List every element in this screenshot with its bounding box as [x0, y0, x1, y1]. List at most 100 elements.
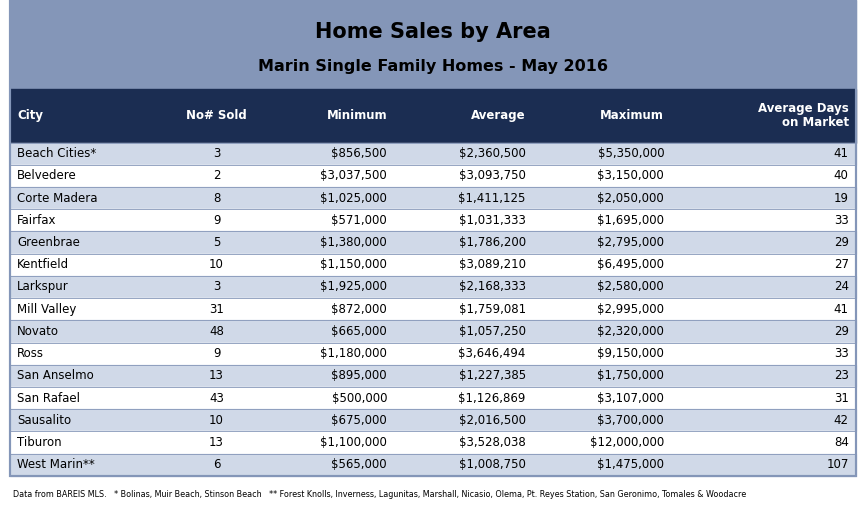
- Text: $2,050,000: $2,050,000: [598, 191, 664, 205]
- Text: $1,750,000: $1,750,000: [598, 370, 664, 382]
- Bar: [10, 432, 856, 454]
- Text: $500,000: $500,000: [332, 391, 387, 405]
- Text: $895,000: $895,000: [332, 370, 387, 382]
- Text: 13: 13: [209, 370, 224, 382]
- Bar: [10, 253, 856, 276]
- Text: $6,495,000: $6,495,000: [598, 258, 664, 271]
- Text: Average Days
on Market: Average Days on Market: [758, 102, 849, 129]
- Bar: [10, 454, 856, 476]
- Text: 41: 41: [834, 303, 849, 316]
- Bar: [10, 409, 856, 432]
- Text: Belvedere: Belvedere: [17, 169, 77, 182]
- Text: $1,180,000: $1,180,000: [320, 347, 387, 360]
- Text: Minimum: Minimum: [326, 109, 387, 122]
- Text: 3: 3: [213, 280, 220, 294]
- Text: City: City: [17, 109, 43, 122]
- Text: $1,227,385: $1,227,385: [458, 370, 526, 382]
- Text: 2: 2: [213, 169, 220, 182]
- Text: $3,107,000: $3,107,000: [598, 391, 664, 405]
- Text: $1,031,333: $1,031,333: [459, 214, 526, 227]
- Text: 9: 9: [213, 214, 220, 227]
- Text: Greenbrae: Greenbrae: [17, 236, 81, 249]
- Text: 10: 10: [209, 414, 224, 427]
- Text: $3,646,494: $3,646,494: [458, 347, 526, 360]
- Text: $1,025,000: $1,025,000: [320, 191, 387, 205]
- Text: $2,580,000: $2,580,000: [598, 280, 664, 294]
- Bar: [10, 165, 856, 187]
- Text: Beach Cities*: Beach Cities*: [17, 147, 97, 160]
- Text: $1,695,000: $1,695,000: [598, 214, 664, 227]
- Text: $2,995,000: $2,995,000: [598, 303, 664, 316]
- Text: $872,000: $872,000: [332, 303, 387, 316]
- Text: $856,500: $856,500: [332, 147, 387, 160]
- Text: $3,700,000: $3,700,000: [598, 414, 664, 427]
- Text: $1,411,125: $1,411,125: [458, 191, 526, 205]
- Bar: [10, 343, 856, 365]
- Bar: [10, 365, 856, 387]
- Text: 29: 29: [834, 325, 849, 338]
- Text: $1,925,000: $1,925,000: [320, 280, 387, 294]
- Text: $571,000: $571,000: [332, 214, 387, 227]
- Text: $2,795,000: $2,795,000: [598, 236, 664, 249]
- Text: 24: 24: [834, 280, 849, 294]
- Text: $1,475,000: $1,475,000: [598, 458, 664, 471]
- Text: Corte Madera: Corte Madera: [17, 191, 98, 205]
- Text: 31: 31: [209, 303, 224, 316]
- Text: $1,057,250: $1,057,250: [459, 325, 526, 338]
- Text: 27: 27: [834, 258, 849, 271]
- Text: 13: 13: [209, 436, 224, 449]
- Text: $2,320,000: $2,320,000: [598, 325, 664, 338]
- Text: $3,150,000: $3,150,000: [598, 169, 664, 182]
- Text: Larkspur: Larkspur: [17, 280, 69, 294]
- Text: 42: 42: [834, 414, 849, 427]
- Text: $1,380,000: $1,380,000: [320, 236, 387, 249]
- Text: Home Sales by Area: Home Sales by Area: [315, 22, 551, 42]
- Bar: [10, 298, 856, 320]
- Text: $2,360,500: $2,360,500: [459, 147, 526, 160]
- Bar: [10, 0, 856, 89]
- Text: Data from BAREIS MLS.   * Bolinas, Muir Beach, Stinson Beach   ** Forest Knolls,: Data from BAREIS MLS. * Bolinas, Muir Be…: [13, 490, 746, 499]
- Text: $665,000: $665,000: [332, 325, 387, 338]
- Text: $1,759,081: $1,759,081: [458, 303, 526, 316]
- Text: 19: 19: [834, 191, 849, 205]
- Text: $5,350,000: $5,350,000: [598, 147, 664, 160]
- Text: Tiburon: Tiburon: [17, 436, 62, 449]
- Bar: [10, 387, 856, 409]
- Text: 6: 6: [213, 458, 220, 471]
- Text: San Anselmo: San Anselmo: [17, 370, 94, 382]
- Text: 5: 5: [213, 236, 220, 249]
- Text: $565,000: $565,000: [332, 458, 387, 471]
- Text: San Rafael: San Rafael: [17, 391, 81, 405]
- Bar: [10, 232, 856, 253]
- Text: 33: 33: [834, 214, 849, 227]
- Text: 33: 33: [834, 347, 849, 360]
- Bar: [10, 89, 856, 143]
- Text: Fairfax: Fairfax: [17, 214, 57, 227]
- Bar: [10, 143, 856, 165]
- Text: 3: 3: [213, 147, 220, 160]
- Text: 10: 10: [209, 258, 224, 271]
- Text: 8: 8: [213, 191, 220, 205]
- Text: $9,150,000: $9,150,000: [598, 347, 664, 360]
- Text: Maximum: Maximum: [600, 109, 664, 122]
- Text: $3,528,038: $3,528,038: [459, 436, 526, 449]
- Text: 84: 84: [834, 436, 849, 449]
- Text: 41: 41: [834, 147, 849, 160]
- Bar: [10, 320, 856, 343]
- Text: Sausalito: Sausalito: [17, 414, 71, 427]
- Text: $2,168,333: $2,168,333: [459, 280, 526, 294]
- Text: $1,008,750: $1,008,750: [459, 458, 526, 471]
- Text: $3,089,210: $3,089,210: [459, 258, 526, 271]
- Text: 9: 9: [213, 347, 220, 360]
- Text: 40: 40: [834, 169, 849, 182]
- Text: 23: 23: [834, 370, 849, 382]
- Text: $1,786,200: $1,786,200: [458, 236, 526, 249]
- Text: $2,016,500: $2,016,500: [459, 414, 526, 427]
- Text: Novato: Novato: [17, 325, 59, 338]
- Text: Average: Average: [471, 109, 526, 122]
- Text: $1,100,000: $1,100,000: [320, 436, 387, 449]
- Text: 29: 29: [834, 236, 849, 249]
- Text: 31: 31: [834, 391, 849, 405]
- Text: $3,093,750: $3,093,750: [459, 169, 526, 182]
- Text: Ross: Ross: [17, 347, 44, 360]
